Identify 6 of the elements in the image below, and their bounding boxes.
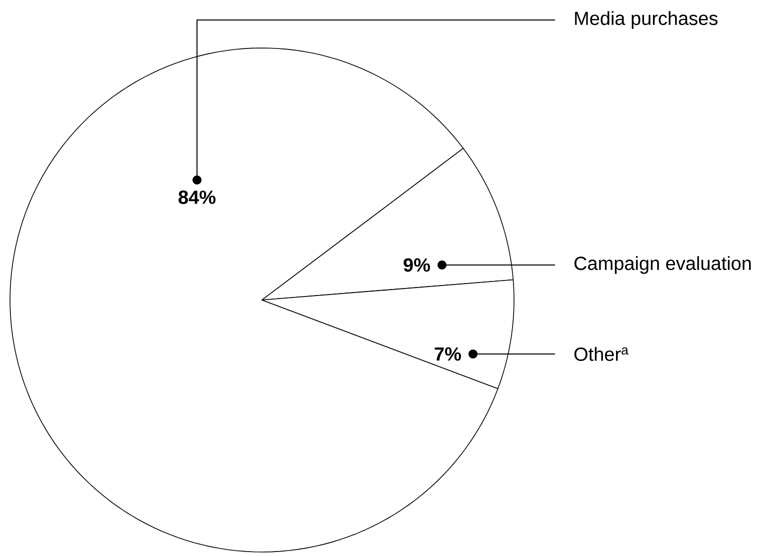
slice-label: Other$^{a}$: [574, 347, 628, 361]
slice-label: Media purchases: [575, 11, 718, 29]
data-label: 9%: [404, 258, 430, 272]
data-label: 84%: [178, 190, 216, 204]
data-label: 7%: [434, 347, 461, 361]
slice-label: Campaign evaluation: [574, 256, 751, 274]
